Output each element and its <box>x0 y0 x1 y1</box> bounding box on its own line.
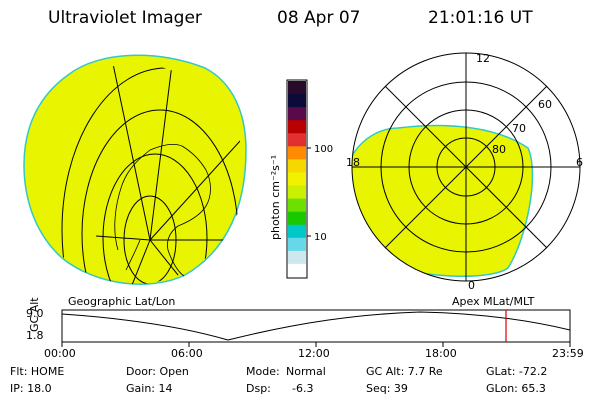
colorbar-stop <box>288 198 306 213</box>
ip-value: IP: 18.0 <box>10 382 52 395</box>
altitude-curve <box>61 311 571 341</box>
mlt-label-6: 6 <box>576 156 583 169</box>
geographic-latitude: GLat: -72.2 <box>486 365 548 378</box>
altitude-ytick-bottom: 1.8 <box>26 329 44 342</box>
colorbar-stop <box>288 81 306 95</box>
gain-value: Gain: 14 <box>126 382 173 395</box>
door-status: Door: Open <box>126 365 189 378</box>
mlat-label-60: 60 <box>538 98 552 111</box>
mlat-label-80: 80 <box>492 143 506 156</box>
time-tick-0000: 00:00 <box>44 347 76 360</box>
image-time: 21:01:16 UT <box>428 8 533 28</box>
time-tick-1200: 12:00 <box>298 347 330 360</box>
colorbar-tick-label: 100 <box>314 144 333 155</box>
apex-polar-plot: 12 18 6 0 60 70 80 <box>346 52 583 292</box>
geographic-longitude: GLon: 65.3 <box>486 382 546 395</box>
colorbar-stop <box>288 159 306 173</box>
colorbar-unit-label: photon cm⁻²s⁻¹ <box>269 155 282 240</box>
altitude-plot-frame <box>61 309 571 343</box>
mlt-label-0: 0 <box>468 279 475 292</box>
altitude-plot: GC Alt <box>28 297 571 347</box>
gc-altitude: GC Alt: 7.7 Re <box>366 365 443 378</box>
colorbar: 100 10 photon cm⁻²s⁻¹ <box>269 79 333 279</box>
right-panel-caption: Apex MLat/MLT <box>452 295 535 308</box>
colorbar-stop <box>288 146 306 160</box>
colorbar-stop <box>288 237 306 252</box>
colorbar-stop <box>288 94 306 108</box>
colorbar-stop <box>288 172 306 187</box>
time-tick-1800: 18:00 <box>425 347 457 360</box>
colorbar-stop <box>288 263 306 278</box>
mode-value: Normal <box>286 365 326 378</box>
polar-grid <box>351 52 581 282</box>
colorbar-stop <box>288 250 306 265</box>
colorbar-stops <box>288 81 306 278</box>
image-date: 08 Apr 07 <box>277 8 361 28</box>
sequence-number: Seq: 39 <box>366 382 408 395</box>
coastline <box>114 143 211 277</box>
flight-status: Flt: HOME <box>10 365 65 378</box>
colorbar-stop <box>288 211 306 226</box>
colorbar-stop <box>288 133 306 147</box>
colorbar-stop <box>288 224 306 239</box>
mlat-label-70: 70 <box>512 122 526 135</box>
mlt-label-18: 18 <box>346 156 360 169</box>
altitude-ytick-top: 9.0 <box>26 307 44 320</box>
colorbar-tick-label: 10 <box>314 232 327 243</box>
dsp-value: -6.3 <box>292 382 314 395</box>
colorbar-stop <box>288 120 306 134</box>
altitude-ylabel: GC Alt <box>28 297 41 332</box>
colorbar-stop <box>288 107 306 121</box>
dsp-key: Dsp: <box>246 382 271 395</box>
colorbar-stop <box>288 185 306 200</box>
mode-key: Mode: <box>246 365 280 378</box>
time-tick-0600: 06:00 <box>171 347 203 360</box>
colorbar-frame <box>286 79 308 279</box>
mlt-label-12: 12 <box>476 52 490 65</box>
instrument-title: Ultraviolet Imager <box>48 8 202 28</box>
left-panel-caption: Geographic Lat/Lon <box>68 295 176 308</box>
time-tick-2359: 23:59 <box>552 347 584 360</box>
